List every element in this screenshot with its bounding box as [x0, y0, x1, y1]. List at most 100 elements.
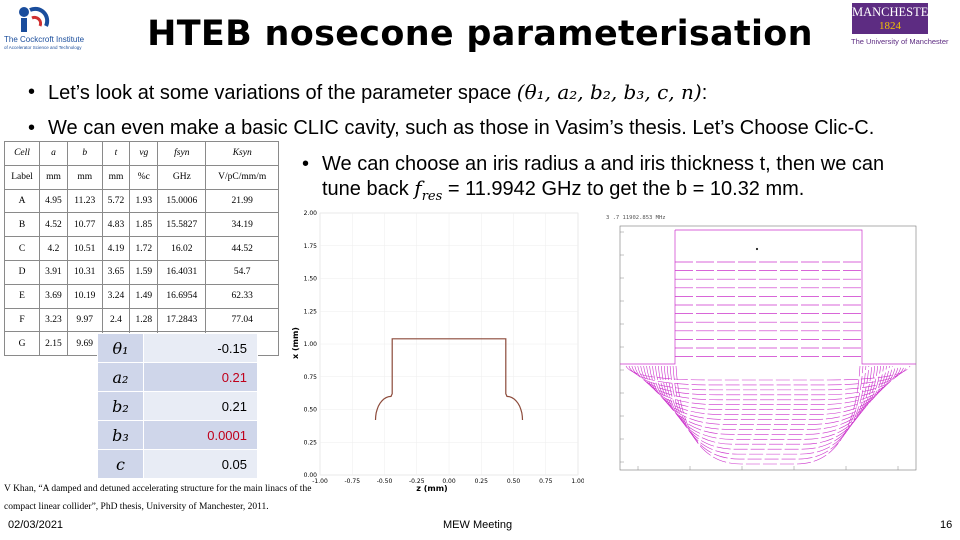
- page-title: HTEB nosecone parameterisation: [147, 14, 813, 54]
- bullet-2-text: We can even make a basic CLIC cavity, su…: [48, 117, 875, 139]
- table-cell: 4.19: [101, 236, 131, 261]
- cavity-profile-line: [374, 338, 524, 421]
- table-cell: 4.2: [39, 236, 68, 261]
- table-cell: 2.4: [101, 307, 131, 333]
- table-cell: C: [3, 236, 41, 261]
- bullet-3-freq-symbol: f: [414, 176, 422, 200]
- y-tick-label: 1.00: [304, 341, 318, 348]
- field-line: [643, 365, 893, 410]
- table-cell: 4.52: [39, 212, 68, 238]
- table-cell: 10.51: [66, 236, 103, 261]
- parameter-name: b₂: [97, 391, 144, 421]
- cockcroft-logo-subtext: of Accelerator Science and Technology: [4, 45, 82, 50]
- table-cell: 3.91: [39, 259, 68, 285]
- parameter-table: θ₁ -0.15 a₂ 0.21 b₂ 0.21 b₃ 0.0001 c 0.05: [97, 333, 258, 479]
- field-line: [631, 365, 905, 391]
- cockcroft-logo-icon: [19, 6, 50, 32]
- table-row: A 4.95 11.23 5.72 1.93 15.0006 21.99: [3, 188, 279, 214]
- table-row: C 4.2 10.51 4.19 1.72 16.02 44.52: [3, 236, 279, 261]
- table-cell: 3.23: [39, 307, 68, 333]
- parameter-value: -0.15: [143, 333, 258, 363]
- parameter-value: 0.21: [143, 362, 258, 392]
- field-plot-header: 3 .7 11902.853 MHz: [606, 215, 666, 221]
- table-cell: 1.28: [129, 307, 159, 333]
- cockcroft-logo-text: The Cockcroft Institute: [4, 35, 85, 44]
- field-boundary: [675, 229, 916, 365]
- table-cell: D: [3, 259, 41, 285]
- bullet-3-line-2: tune back fres = 11.9942 GHz to get the …: [322, 176, 952, 209]
- parameter-name: b₃: [97, 420, 144, 450]
- table-cell: 10.77: [66, 212, 103, 238]
- reference-line-1: V Khan, “A damped and detuned accelerati…: [4, 484, 312, 494]
- bullet-3: • We can choose an iris radius a and iri…: [302, 152, 952, 209]
- field-marker: [755, 247, 759, 251]
- table-cell: 10.31: [66, 259, 103, 285]
- bullet-3-pre: tune back: [322, 178, 409, 200]
- x-tick-label: -0.50: [377, 478, 393, 485]
- cell-table-header: vg: [129, 141, 159, 166]
- bullet-dot: •: [302, 153, 310, 175]
- bullet-2: • We can even make a basic CLIC cavity, …: [28, 116, 938, 140]
- manchester-logo-subtext: The University of Manchester: [851, 37, 949, 46]
- page-number: 16: [940, 519, 953, 531]
- x-tick-label: 0.25: [475, 478, 489, 485]
- field-line: [672, 365, 864, 460]
- manchester-logo: MANCHESTER 1824 The University of Manche…: [848, 3, 958, 53]
- cell-table-unit: Label: [3, 164, 41, 190]
- x-tick-label: 1.00: [571, 478, 584, 485]
- x-tick-label: 0.75: [539, 478, 553, 485]
- y-tick-label: 0.00: [304, 472, 318, 479]
- cell-table-unit: mm: [101, 164, 131, 190]
- field-line: [634, 365, 902, 396]
- x-tick-label: -0.25: [409, 478, 425, 485]
- x-axis-label: z (mm): [416, 484, 447, 493]
- parameter-row: b₂ 0.21: [97, 391, 258, 421]
- parameter-value: 0.21: [143, 391, 258, 421]
- cell-table-unit: GHz: [157, 164, 207, 190]
- manchester-logo-year: 1824: [879, 20, 901, 32]
- table-cell: 1.85: [129, 212, 159, 238]
- y-tick-label: 0.25: [304, 439, 318, 446]
- field-frame: [619, 225, 917, 471]
- table-cell: 3.65: [101, 259, 131, 285]
- field-line: [652, 365, 884, 425]
- parameter-row: c 0.05: [97, 449, 258, 479]
- profile-plot: -1.00 -0.75 -0.50 -0.25 0.00 0.25 0.50 0.75 1.00…: [288, 205, 585, 495]
- table-row: F 3.23 9.97 2.4 1.28 17.2843 77.04: [3, 307, 279, 333]
- table-cell: 1.93: [129, 188, 159, 214]
- table-cell: 17.2843: [157, 307, 207, 333]
- profile-plot-svg: -1.00 -0.75 -0.50 -0.25 0.00 0.25 0.50 0.75 1.00…: [291, 210, 585, 493]
- parameter-name: θ₁: [97, 333, 144, 363]
- cell-table-unit: %c: [129, 164, 159, 190]
- cell-table-units-row: Label mm mm mm %c GHz V/pC/mm/m: [3, 164, 279, 190]
- cell-table-unit: mm: [39, 164, 68, 190]
- table-cell: 1.59: [129, 259, 159, 285]
- y-tick-label: 1.75: [304, 243, 318, 250]
- bullet-3-line-1: We can choose an iris radius a and iris …: [322, 153, 885, 175]
- bullet-3-freq-sub: res: [421, 189, 443, 204]
- clic-cell-table: Cell a b t vg fsyn Ksyn Label mm mm mm %c GHz V/pC/mm…: [3, 141, 279, 357]
- field-line: [640, 365, 896, 406]
- table-cell: 44.52: [205, 236, 279, 261]
- table-cell: 21.99: [205, 188, 279, 214]
- table-cell: 77.04: [205, 307, 279, 333]
- cell-table-unit: V/pC/mm/m: [205, 164, 279, 190]
- table-cell: 16.6954: [157, 283, 207, 309]
- bullet-3-rest: = 11.9942 GHz to get the b = 10.32 mm.: [442, 178, 805, 200]
- table-cell: 15.5827: [157, 212, 207, 238]
- table-cell: B: [3, 212, 41, 238]
- table-cell: 3.69: [39, 283, 68, 309]
- field-line: [660, 365, 876, 440]
- parameter-value: 0.05: [143, 449, 258, 479]
- manchester-logo-box: MANCHESTER 1824: [852, 3, 937, 34]
- bullet-1-text: Let’s look at some variations of the par…: [48, 82, 512, 104]
- table-row: B 4.52 10.77 4.83 1.85 15.5827 34.19: [3, 212, 279, 238]
- parameter-row: a₂ 0.21: [97, 362, 258, 392]
- table-row: D 3.91 10.31 3.65 1.59 16.4031 54.7: [3, 259, 279, 285]
- field-boundary: [620, 230, 676, 365]
- bullet-1: • Let’s look at some variations of the p…: [28, 80, 928, 105]
- cell-table-header: t: [101, 141, 131, 166]
- parameter-row: b₃ 0.0001: [97, 420, 258, 450]
- field-line: [669, 365, 867, 455]
- parameter-row: θ₁ -0.15: [97, 333, 258, 363]
